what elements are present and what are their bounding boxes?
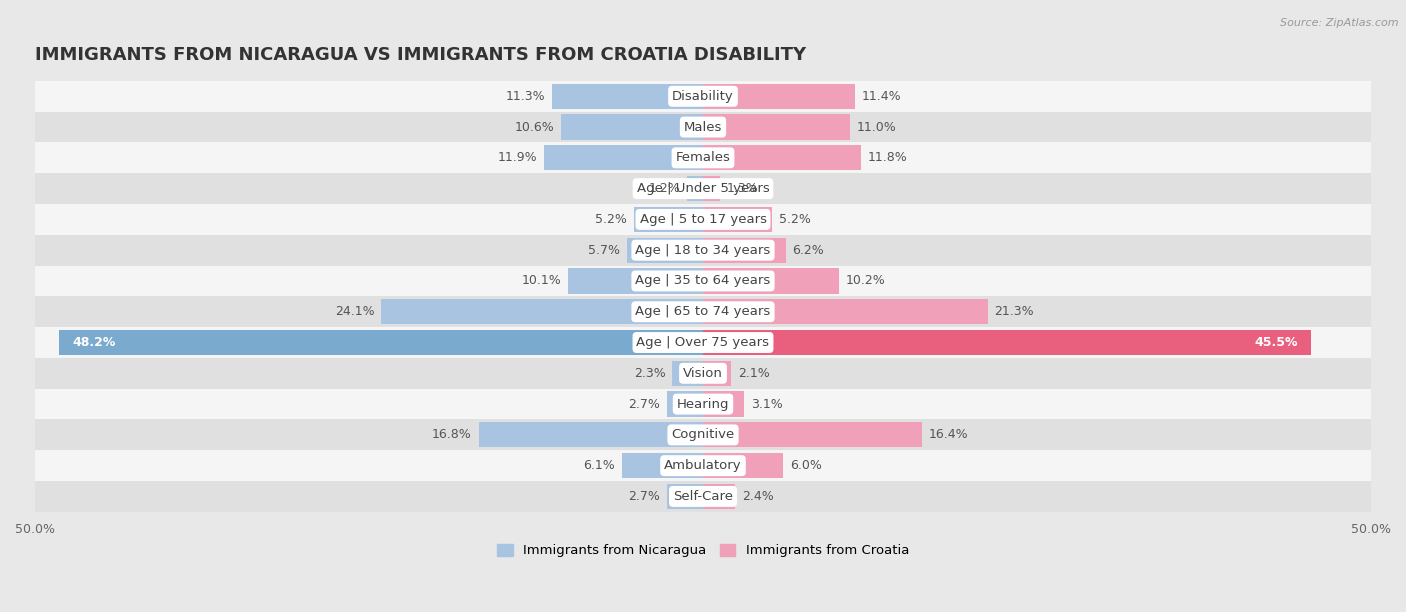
- Bar: [35, 358, 1371, 389]
- Text: 11.4%: 11.4%: [862, 90, 901, 103]
- Bar: [553, 84, 703, 109]
- Bar: [703, 268, 839, 294]
- Text: 5.7%: 5.7%: [588, 244, 620, 256]
- Text: 24.1%: 24.1%: [335, 305, 374, 318]
- Bar: [35, 450, 1371, 481]
- Text: 11.3%: 11.3%: [506, 90, 546, 103]
- Text: Vision: Vision: [683, 367, 723, 380]
- Bar: [703, 422, 922, 447]
- Text: 5.2%: 5.2%: [595, 213, 627, 226]
- Bar: [703, 145, 860, 171]
- Bar: [703, 299, 987, 324]
- Bar: [478, 422, 703, 447]
- Text: 5.2%: 5.2%: [779, 213, 811, 226]
- Text: Age | Over 75 years: Age | Over 75 years: [637, 336, 769, 349]
- Bar: [35, 204, 1371, 235]
- Text: 6.0%: 6.0%: [790, 459, 821, 472]
- Text: 1.2%: 1.2%: [648, 182, 681, 195]
- Text: Ambulatory: Ambulatory: [664, 459, 742, 472]
- Bar: [634, 207, 703, 232]
- Text: Age | 35 to 64 years: Age | 35 to 64 years: [636, 274, 770, 288]
- Legend: Immigrants from Nicaragua, Immigrants from Croatia: Immigrants from Nicaragua, Immigrants fr…: [492, 539, 914, 562]
- Text: Source: ZipAtlas.com: Source: ZipAtlas.com: [1281, 18, 1399, 28]
- Text: 11.0%: 11.0%: [856, 121, 897, 133]
- Bar: [35, 296, 1371, 327]
- Text: 6.2%: 6.2%: [793, 244, 824, 256]
- Text: 2.7%: 2.7%: [628, 490, 661, 503]
- Text: 2.4%: 2.4%: [742, 490, 773, 503]
- Bar: [703, 207, 772, 232]
- Bar: [703, 330, 1310, 355]
- Text: 3.1%: 3.1%: [751, 398, 783, 411]
- Bar: [561, 114, 703, 140]
- Text: Age | Under 5 years: Age | Under 5 years: [637, 182, 769, 195]
- Text: Females: Females: [675, 151, 731, 165]
- Text: 16.8%: 16.8%: [432, 428, 472, 441]
- Text: 2.3%: 2.3%: [634, 367, 665, 380]
- Bar: [703, 360, 731, 386]
- Text: 2.7%: 2.7%: [628, 398, 661, 411]
- Bar: [666, 484, 703, 509]
- Bar: [35, 111, 1371, 143]
- Text: Hearing: Hearing: [676, 398, 730, 411]
- Text: Age | 18 to 34 years: Age | 18 to 34 years: [636, 244, 770, 256]
- Text: 6.1%: 6.1%: [583, 459, 614, 472]
- Bar: [688, 176, 703, 201]
- Text: Self-Care: Self-Care: [673, 490, 733, 503]
- Text: 11.8%: 11.8%: [868, 151, 907, 165]
- Text: Age | 65 to 74 years: Age | 65 to 74 years: [636, 305, 770, 318]
- Text: 21.3%: 21.3%: [994, 305, 1033, 318]
- Text: 2.1%: 2.1%: [738, 367, 769, 380]
- Text: Cognitive: Cognitive: [672, 428, 734, 441]
- Text: 1.3%: 1.3%: [727, 182, 759, 195]
- Bar: [35, 143, 1371, 173]
- Bar: [381, 299, 703, 324]
- Text: 10.6%: 10.6%: [515, 121, 555, 133]
- Bar: [35, 235, 1371, 266]
- Bar: [703, 392, 744, 417]
- Text: 45.5%: 45.5%: [1254, 336, 1298, 349]
- Text: 48.2%: 48.2%: [72, 336, 115, 349]
- Bar: [703, 84, 855, 109]
- Bar: [703, 237, 786, 263]
- Bar: [35, 419, 1371, 450]
- Bar: [703, 176, 720, 201]
- Text: 16.4%: 16.4%: [929, 428, 969, 441]
- Bar: [672, 360, 703, 386]
- Text: IMMIGRANTS FROM NICARAGUA VS IMMIGRANTS FROM CROATIA DISABILITY: IMMIGRANTS FROM NICARAGUA VS IMMIGRANTS …: [35, 46, 806, 64]
- Text: 10.1%: 10.1%: [522, 274, 561, 288]
- Bar: [621, 453, 703, 479]
- Text: Disability: Disability: [672, 90, 734, 103]
- Bar: [35, 81, 1371, 111]
- Bar: [568, 268, 703, 294]
- Bar: [35, 327, 1371, 358]
- Text: Age | 5 to 17 years: Age | 5 to 17 years: [640, 213, 766, 226]
- Bar: [703, 114, 851, 140]
- Bar: [627, 237, 703, 263]
- Bar: [666, 392, 703, 417]
- Bar: [703, 453, 783, 479]
- Bar: [703, 484, 735, 509]
- Bar: [35, 481, 1371, 512]
- Bar: [35, 389, 1371, 419]
- Text: 11.9%: 11.9%: [498, 151, 537, 165]
- Bar: [35, 266, 1371, 296]
- Bar: [544, 145, 703, 171]
- Text: 10.2%: 10.2%: [846, 274, 886, 288]
- Bar: [59, 330, 703, 355]
- Text: Males: Males: [683, 121, 723, 133]
- Bar: [35, 173, 1371, 204]
